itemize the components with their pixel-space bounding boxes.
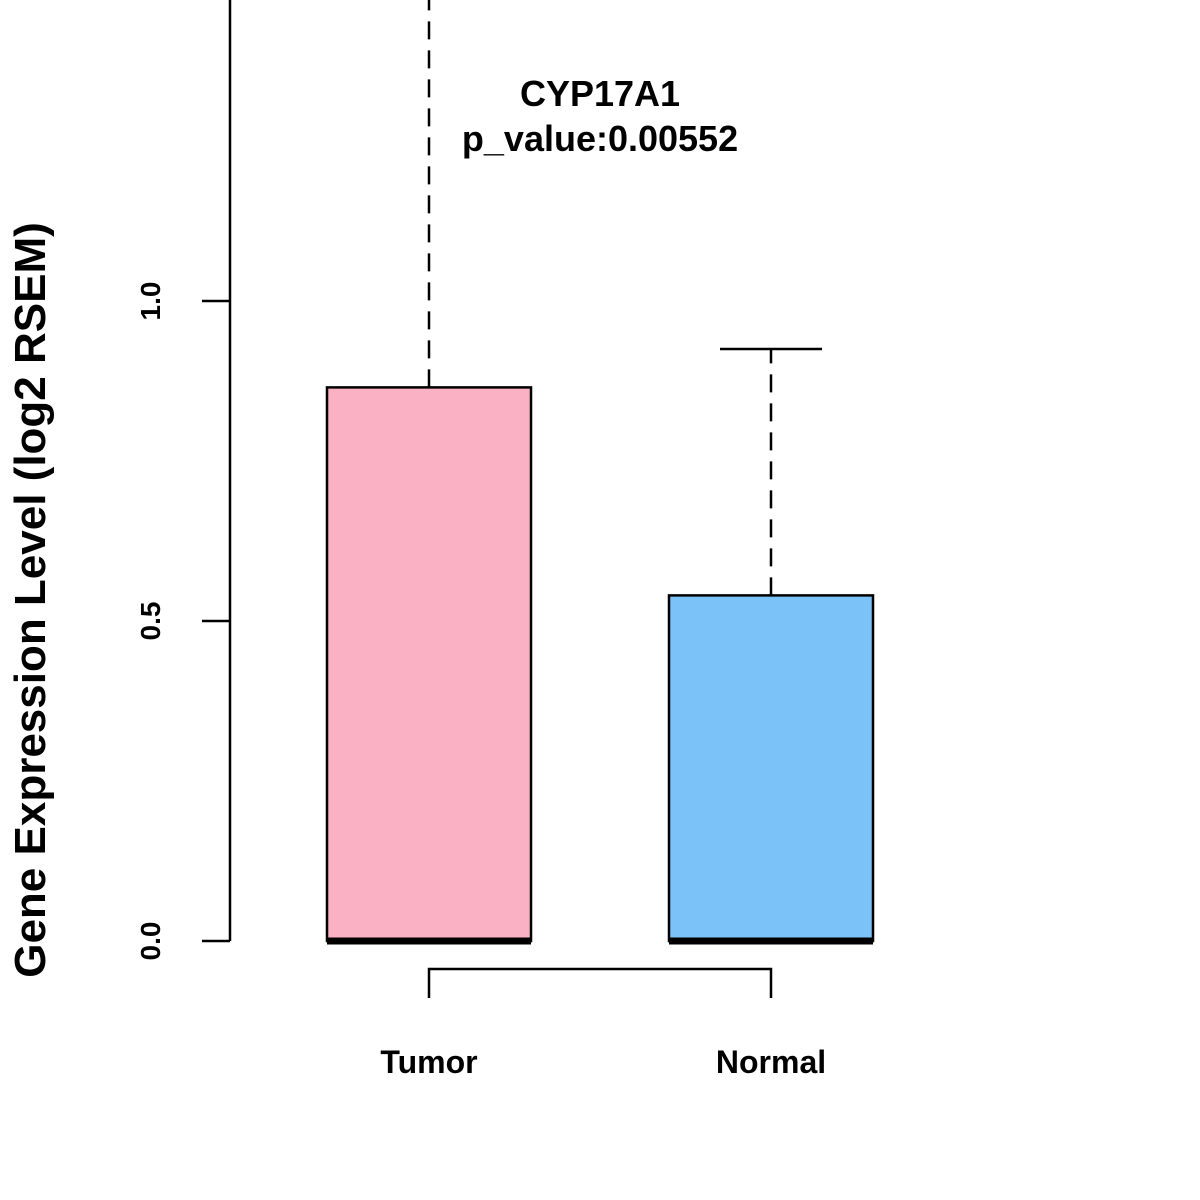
x-category-label: Tumor — [380, 1044, 477, 1080]
y-tick-label: 0.0 — [135, 922, 166, 961]
chart-subtitle: p_value:0.00552 — [462, 118, 738, 159]
chart-title: CYP17A1 — [520, 73, 680, 114]
y-tick-label: 1.0 — [135, 282, 166, 321]
y-tick-label: 0.5 — [135, 602, 166, 641]
box-tumor — [325, 0, 533, 945]
comparison-bracket — [427, 967, 773, 998]
box-normal — [667, 347, 875, 945]
x-category-labels: Tumor Normal — [380, 1044, 826, 1080]
box-body — [667, 594, 875, 943]
box-body — [325, 386, 533, 943]
y-axis: 0.00.51.01.52.0 — [135, 0, 232, 961]
box-series — [325, 0, 875, 945]
x-category-label: Normal — [716, 1044, 826, 1080]
bracket-line — [427, 967, 773, 998]
y-axis-label: Gene Expression Level (log2 RSEM) — [6, 222, 55, 978]
